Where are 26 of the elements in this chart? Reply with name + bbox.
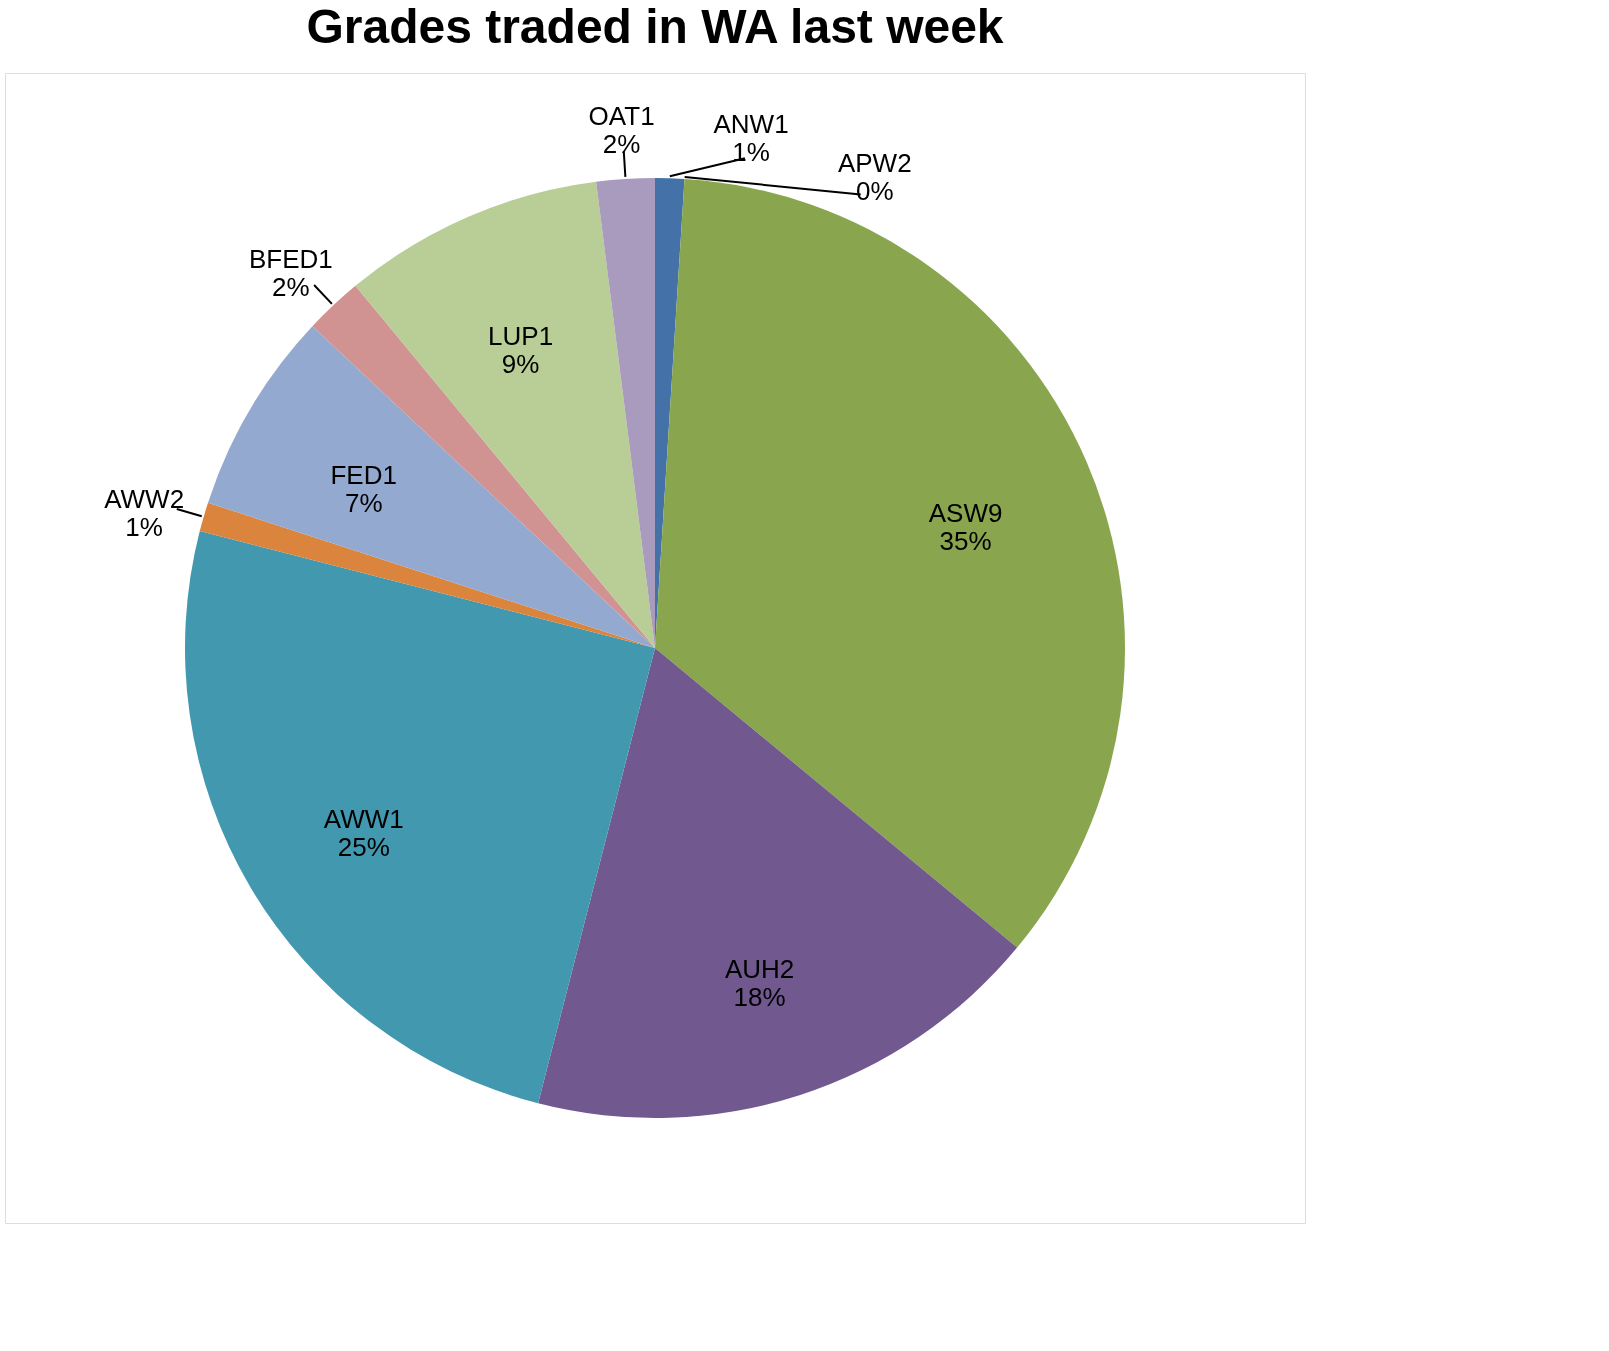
- slice-label: AWW2: [104, 483, 185, 514]
- data-label: 2%: [602, 129, 641, 160]
- data-label: 2%: [272, 272, 310, 303]
- pie-slice: [208, 326, 655, 648]
- pie-slice: [185, 531, 655, 1104]
- chart-title: Grades traded in WA last week: [306, 0, 1004, 53]
- slice-label: ANW1: [713, 108, 789, 139]
- data-label: 7%: [344, 487, 383, 518]
- slice-label: LUP1: [488, 321, 554, 352]
- slice-label: BFED1: [248, 244, 333, 275]
- data-label: 25%: [337, 832, 390, 863]
- data-label: 9%: [501, 349, 540, 380]
- data-label: 18%: [733, 981, 786, 1012]
- data-label: 1%: [732, 136, 770, 167]
- slice-label: FED1: [330, 459, 397, 490]
- text: 0%: [855, 175, 894, 206]
- pie-slice: [655, 178, 1125, 948]
- slice-label: ASW9: [928, 497, 1003, 528]
- slice-label: OAT1: [588, 101, 655, 132]
- slice-label: AUH2: [724, 953, 795, 984]
- data-label: 35%: [939, 525, 992, 556]
- data-label: 1%: [125, 511, 163, 542]
- pie-slice: [312, 285, 655, 648]
- slice-label: AWW1: [323, 804, 404, 835]
- category-label: APW2: [837, 147, 912, 178]
- pie-slice: [538, 648, 1018, 1118]
